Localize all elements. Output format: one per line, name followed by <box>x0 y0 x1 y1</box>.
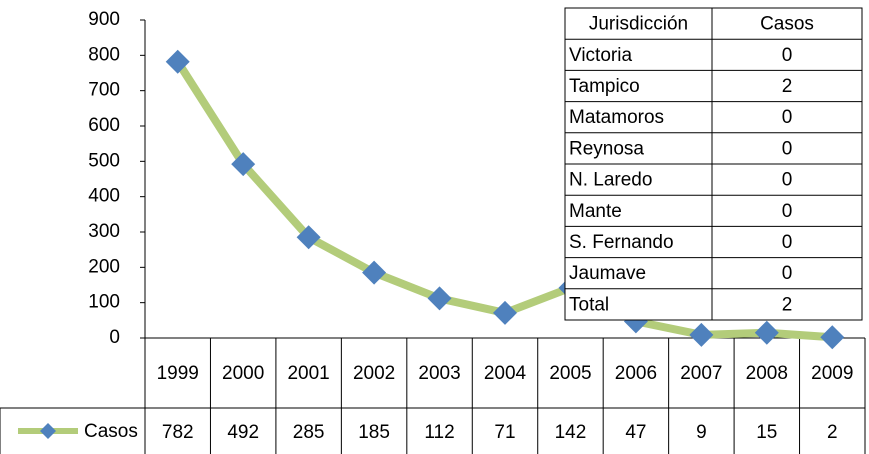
table-value: 112 <box>424 422 454 443</box>
data-point <box>427 286 452 311</box>
x-tick-label: 2000 <box>222 363 264 384</box>
table-cell: Victoria <box>569 45 632 66</box>
table-cell: 0 <box>782 138 793 159</box>
x-tick-label: 2003 <box>418 363 460 384</box>
table-cell: S. Fernando <box>569 232 674 253</box>
data-point <box>296 225 321 250</box>
table-cell: Total <box>569 294 609 315</box>
y-tick-label: 100 <box>88 292 120 313</box>
table-value: 71 <box>494 422 515 443</box>
table-cell: 0 <box>782 232 793 253</box>
table-value: 492 <box>227 422 259 443</box>
data-point <box>754 320 779 345</box>
x-tick-label: 2004 <box>484 363 527 384</box>
table-cell: 0 <box>782 201 793 222</box>
x-tick-label: 2007 <box>680 363 722 384</box>
table-cell: Casos <box>760 14 814 35</box>
legend-marker <box>40 423 56 439</box>
data-point <box>820 325 845 350</box>
y-tick-label: 500 <box>88 150 120 171</box>
table-cell: 0 <box>782 45 793 66</box>
x-tick-label: 2008 <box>746 363 788 384</box>
table-value: 782 <box>162 422 194 443</box>
x-tick-label: 2005 <box>549 363 591 384</box>
table-cell: Matamoros <box>569 107 664 128</box>
x-tick-label: 1999 <box>157 363 199 384</box>
data-point <box>689 322 714 347</box>
table-cell: 2 <box>782 294 793 315</box>
y-tick-label: 200 <box>88 256 120 277</box>
x-tick-label: 2009 <box>811 363 853 384</box>
x-tick-label: 2006 <box>615 363 657 384</box>
table-cell: 0 <box>782 263 793 284</box>
data-point <box>231 152 256 177</box>
table-cell: Tampico <box>569 76 640 97</box>
table-cell: 0 <box>782 107 793 128</box>
table-cell: Jaumave <box>569 263 646 284</box>
table-cell: Jurisdicción <box>589 14 688 35</box>
y-tick-label: 600 <box>88 115 120 136</box>
table-cell: 2 <box>782 76 793 97</box>
legend-label: Casos <box>84 421 138 442</box>
table-value: 142 <box>555 422 587 443</box>
y-tick-label: 900 <box>88 9 120 30</box>
table-cell: 0 <box>782 170 793 191</box>
table-cell: N. Laredo <box>569 170 652 191</box>
table-cell: Reynosa <box>569 138 644 159</box>
x-tick-label: 2002 <box>353 363 395 384</box>
data-point <box>165 49 190 74</box>
y-tick-label: 800 <box>88 44 120 65</box>
y-tick-label: 700 <box>88 80 120 101</box>
y-tick-label: 400 <box>88 186 120 207</box>
data-point <box>493 300 517 325</box>
y-tick-label: 300 <box>88 221 120 242</box>
y-tick-label: 0 <box>109 327 120 348</box>
data-point <box>362 260 387 285</box>
table-value: 9 <box>696 422 707 443</box>
x-tick-label: 2001 <box>287 363 329 384</box>
table-value: 15 <box>756 422 777 443</box>
table-value: 47 <box>625 422 646 443</box>
table-value: 285 <box>293 422 325 443</box>
table-value: 185 <box>358 422 390 443</box>
table-value: 2 <box>827 422 838 443</box>
table-cell: Mante <box>569 201 622 222</box>
